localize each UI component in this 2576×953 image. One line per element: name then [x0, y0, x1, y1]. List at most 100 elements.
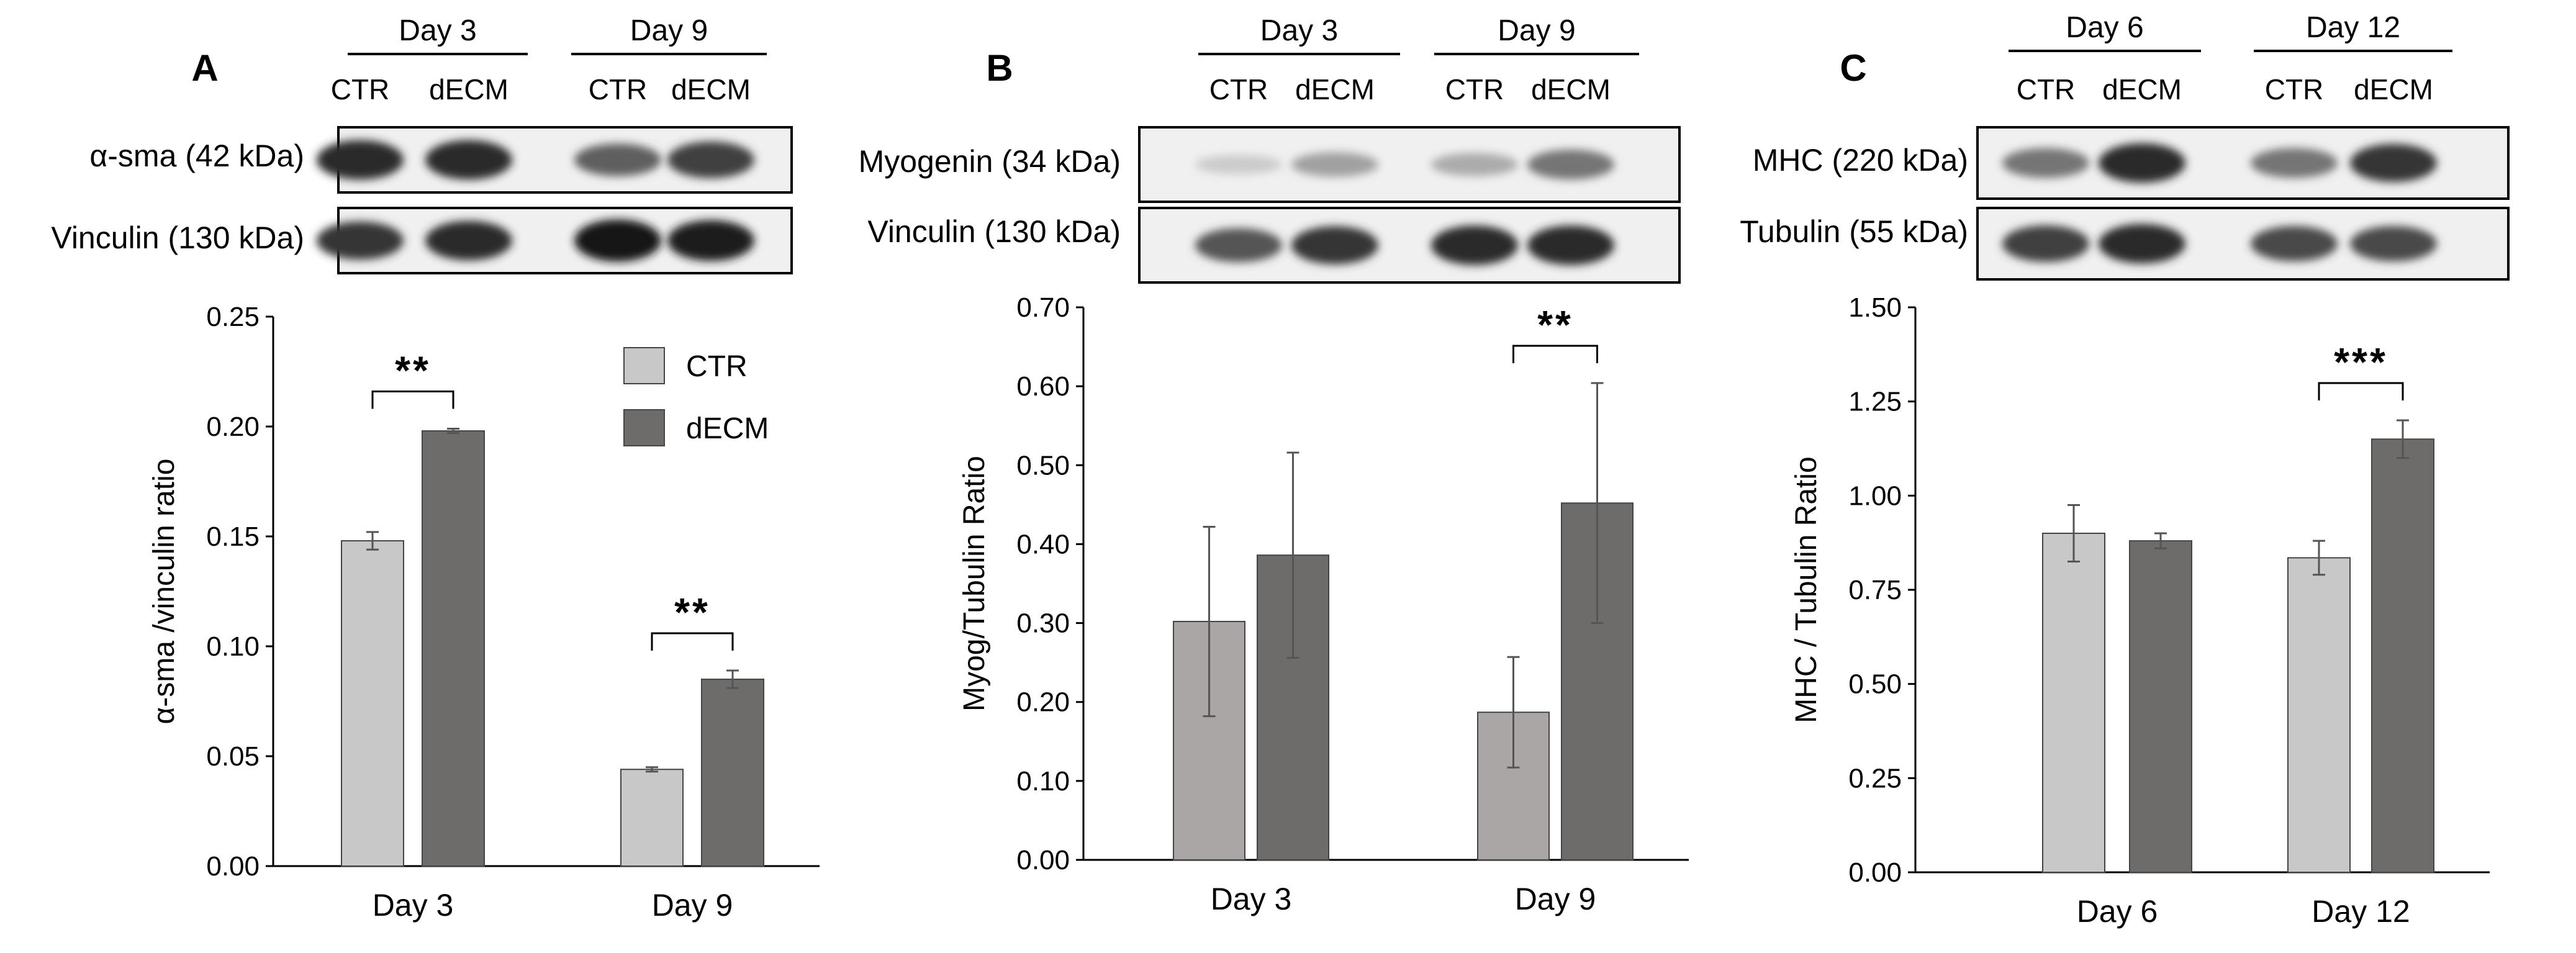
- blot-day-header: Day 3: [399, 14, 476, 47]
- legend-swatch: [623, 347, 665, 384]
- bar-decm: [422, 430, 485, 867]
- lane-label: dECM: [1295, 73, 1375, 106]
- y-axis-title: Myog/Tubulin Ratio: [958, 456, 991, 711]
- y-tick-label: 0.00: [1016, 845, 1070, 875]
- y-tick-label: 1.00: [1848, 481, 1902, 511]
- y-tick-label: 0.00: [1848, 857, 1902, 888]
- bar-decm: [701, 679, 764, 867]
- legend-swatch: [623, 409, 665, 446]
- y-tick-label: 0.20: [1016, 687, 1070, 718]
- blot-band: [317, 140, 404, 180]
- blot-band: [1195, 155, 1282, 174]
- lane-label: CTR: [589, 73, 648, 106]
- blot-band: [2251, 148, 2338, 178]
- bar-ctr: [2042, 533, 2105, 873]
- panel-a: A Day 3 Day 9 CTR dECM CTR dECM α-sma (42 kDa) V…: [51, 14, 820, 923]
- x-category-label: Day 9: [1515, 882, 1596, 916]
- y-tick-label: 0.25: [206, 302, 260, 332]
- blot-band: [1431, 153, 1518, 176]
- y-tick-label: 0.15: [206, 522, 260, 552]
- significance-bracket: [651, 632, 734, 651]
- significance-label: **: [395, 348, 431, 393]
- y-axis-title: MHC / Tubulin Ratio: [1790, 456, 1823, 723]
- blot-band: [1527, 225, 1614, 265]
- significance-label: ***: [2334, 340, 2388, 384]
- blot-band: [574, 219, 661, 262]
- lane-label: CTR: [2017, 73, 2076, 106]
- blot-band: [2350, 143, 2437, 183]
- significance-bracket: [1512, 345, 1598, 364]
- x-category-label: Day 6: [2077, 894, 2158, 929]
- blot-band: [2002, 148, 2089, 178]
- y-tick-label: 1.50: [1848, 292, 1902, 323]
- blot-label: MHC (220 kDa): [1753, 143, 1968, 178]
- bar-ctr: [2287, 557, 2351, 874]
- x-category-label: Day 12: [2312, 894, 2410, 929]
- x-category-label: Day 3: [373, 888, 454, 923]
- blot-day-header: Day 9: [630, 14, 708, 47]
- significance-bracket: [2318, 382, 2404, 400]
- lane-label: dECM: [429, 73, 508, 106]
- blot-label: Tubulin (55 kDa): [1740, 214, 1968, 249]
- x-category-label: Day 3: [1211, 882, 1292, 916]
- legend-label: CTR: [686, 350, 748, 383]
- legend-label: dECM: [686, 412, 769, 445]
- lane-label: CTR: [331, 73, 390, 106]
- y-tick-label: 0.50: [1848, 669, 1902, 700]
- significance-bracket: [371, 391, 454, 409]
- blot-band: [1527, 149, 1614, 180]
- panel-b: B Day 3 Day 9 CTR dECM CTR dECM Myogenin (34 kD…: [859, 14, 1689, 916]
- blot-day-header: Day 3: [1260, 14, 1338, 47]
- blot-label: Vinculin (130 kDa): [51, 220, 304, 255]
- blot-label: Vinculin (130 kDa): [867, 214, 1121, 249]
- y-tick-label: 0.00: [206, 851, 260, 882]
- bar-ctr: [620, 769, 684, 867]
- y-tick-label: 0.75: [1848, 575, 1902, 605]
- blot-band: [2099, 143, 2185, 183]
- x-category-label: Day 9: [652, 888, 733, 923]
- blot-band: [1431, 225, 1518, 265]
- blot-band: [667, 220, 754, 261]
- blot-band: [1291, 226, 1378, 264]
- blot-band: [425, 220, 512, 261]
- y-tick-label: 0.25: [1848, 763, 1902, 793]
- lane-label: CTR: [1445, 73, 1504, 106]
- blot-band: [1195, 228, 1282, 263]
- blot-band: [2350, 226, 2437, 261]
- blot-band: [2099, 224, 2185, 264]
- lane-label: dECM: [1531, 73, 1611, 106]
- bar-decm: [2371, 438, 2434, 873]
- lane-label: dECM: [2102, 73, 2182, 106]
- y-tick-label: 0.40: [1016, 529, 1070, 559]
- significance-label: **: [674, 590, 710, 635]
- bar-decm: [2129, 540, 2192, 873]
- lane-label: dECM: [2354, 73, 2433, 106]
- panel-c: C Day 6 Day 12 CTR dECM CTR dECM MHC (220 kDa) T…: [1740, 11, 2510, 929]
- blot-label: α-sma (42 kDa): [89, 138, 304, 173]
- blot-day-header: Day 12: [2306, 11, 2400, 44]
- blot-band: [667, 141, 754, 179]
- blot-band: [425, 140, 512, 180]
- y-tick-label: 1.25: [1848, 387, 1902, 417]
- blot-band: [1291, 152, 1378, 177]
- blot-day-header: Day 6: [2066, 11, 2143, 44]
- y-tick-label: 0.20: [206, 412, 260, 442]
- lane-label: CTR: [2265, 73, 2324, 106]
- significance-label: **: [1537, 302, 1573, 347]
- y-tick-label: 0.60: [1016, 371, 1070, 402]
- y-tick-label: 0.70: [1016, 292, 1070, 323]
- lane-label: CTR: [1209, 73, 1268, 106]
- y-tick-label: 0.05: [206, 741, 260, 772]
- panel-letter: A: [191, 47, 218, 89]
- y-tick-label: 0.50: [1016, 450, 1070, 481]
- blot-label: Myogenin (34 kDa): [859, 144, 1121, 179]
- panel-letter: C: [1840, 47, 1866, 89]
- bar-ctr: [341, 540, 404, 867]
- blot-band: [2251, 226, 2338, 261]
- y-tick-label: 0.10: [206, 631, 260, 662]
- y-axis-title: α-sma /vinculin ratio: [148, 459, 181, 725]
- blot-band: [2002, 225, 2089, 263]
- panel-letter: B: [986, 47, 1013, 89]
- lane-label: dECM: [671, 73, 751, 106]
